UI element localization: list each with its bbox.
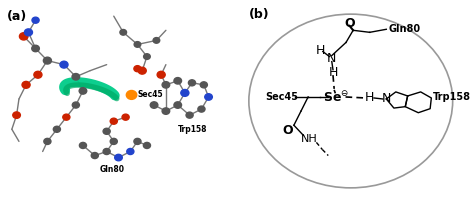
Text: H: H [365,92,374,104]
Circle shape [110,118,118,124]
Text: H: H [328,66,337,79]
Circle shape [174,102,182,108]
Circle shape [60,61,68,68]
Text: Sec45: Sec45 [137,90,163,99]
Circle shape [72,74,80,80]
Circle shape [72,102,80,108]
Text: Gln80: Gln80 [100,165,125,174]
Circle shape [134,42,141,47]
Circle shape [198,106,205,112]
Circle shape [22,81,30,88]
Circle shape [186,112,193,118]
Circle shape [127,148,134,155]
Circle shape [32,45,39,52]
Text: O: O [283,124,293,137]
Circle shape [44,138,51,144]
Circle shape [126,90,137,99]
Circle shape [34,71,42,78]
Circle shape [189,80,196,86]
Circle shape [19,33,28,40]
Text: Sec45: Sec45 [265,92,299,102]
Circle shape [103,148,110,155]
Circle shape [91,153,99,159]
Circle shape [162,108,170,114]
Circle shape [110,138,118,144]
Circle shape [122,114,129,120]
Circle shape [144,54,150,59]
Text: Gln80: Gln80 [389,24,421,34]
Text: H: H [315,44,325,57]
Circle shape [157,71,165,78]
Circle shape [134,66,141,72]
Text: (b): (b) [249,8,270,21]
Circle shape [181,89,189,96]
Text: (a): (a) [7,10,27,23]
Text: Trp158: Trp158 [178,125,207,134]
Text: Trp158: Trp158 [432,92,471,102]
Text: NH: NH [301,134,318,144]
Circle shape [80,142,87,148]
Text: N: N [382,93,391,105]
Circle shape [103,128,110,134]
Circle shape [32,17,39,23]
Circle shape [115,154,122,161]
Circle shape [53,126,61,132]
Circle shape [150,102,158,108]
Text: O: O [344,17,355,30]
Circle shape [120,29,127,35]
Circle shape [174,78,182,84]
Circle shape [143,142,151,148]
Circle shape [25,29,32,36]
Circle shape [79,88,87,94]
Circle shape [138,67,146,74]
Circle shape [13,112,20,118]
Circle shape [205,94,212,100]
Circle shape [63,114,70,120]
Circle shape [162,82,170,88]
Text: $\mathbf{Se}^{\ominus}$: $\mathbf{Se}^{\ominus}$ [323,89,350,104]
Circle shape [200,82,208,88]
Circle shape [134,138,141,144]
Circle shape [44,57,52,64]
Text: N: N [327,52,337,65]
Circle shape [153,38,160,43]
